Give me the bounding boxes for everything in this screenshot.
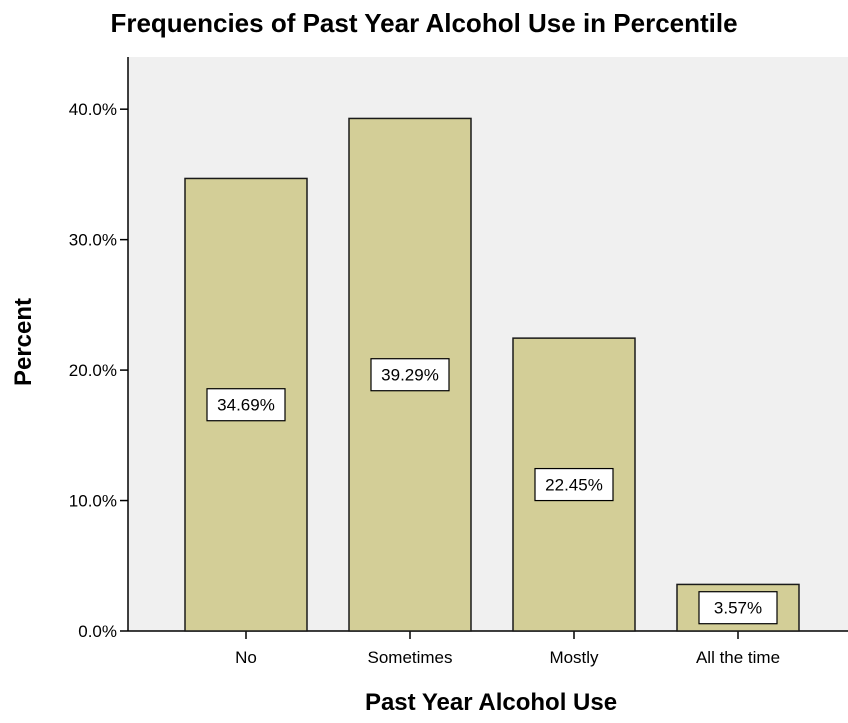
x-tick-label: Sometimes [367, 648, 452, 667]
data-label: 34.69% [206, 388, 286, 422]
x-axis: No Sometimes Mostly All the time [128, 630, 848, 667]
data-label: 39.29% [370, 358, 450, 392]
data-label-text: 3.57% [714, 599, 762, 618]
data-label-box [206, 388, 286, 422]
y-tick-label: 30.0% [69, 231, 117, 250]
y-tick-label: 20.0% [69, 361, 117, 380]
data-label: 3.57% [698, 591, 778, 625]
x-tick-label: All the time [696, 648, 780, 667]
y-axis: 0.0% 10.0% 20.0% 30.0% 40.0% [69, 57, 129, 641]
y-tick-label: 40.0% [69, 100, 117, 119]
x-tick-label: Mostly [549, 648, 599, 667]
x-axis-title: Past Year Alcohol Use [365, 689, 617, 716]
x-tick-label: No [235, 648, 257, 667]
data-label-text: 22.45% [545, 476, 603, 495]
data-label-text: 39.29% [381, 366, 439, 385]
data-labels-group: 34.69% 39.29% 22.45% 3.57% [206, 358, 778, 625]
y-tick-label: 0.0% [78, 622, 117, 641]
data-label-box [534, 467, 614, 502]
data-label: 22.45% [534, 467, 614, 502]
chart-title: Frequencies of Past Year Alcohol Use in … [110, 8, 737, 38]
bars-group [184, 117, 800, 632]
y-tick-label: 10.0% [69, 492, 117, 511]
y-axis-title: Percent [10, 298, 37, 386]
data-label-box [698, 591, 778, 625]
data-label-text: 34.69% [217, 396, 275, 415]
data-label-box [370, 358, 450, 392]
